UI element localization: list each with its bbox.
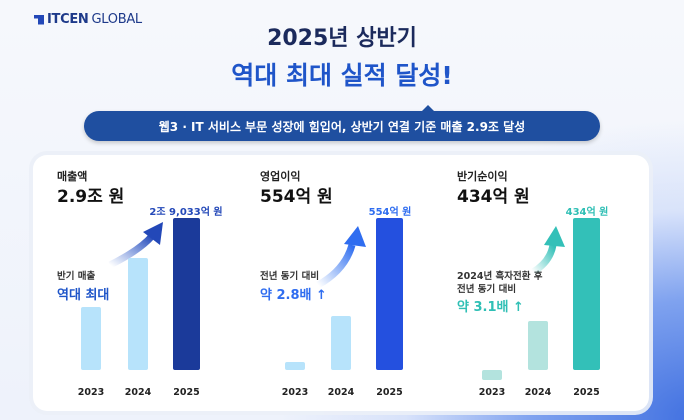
net-income-bar-2023 xyxy=(482,370,502,381)
revenue-bar-2023 xyxy=(81,307,101,370)
revenue-note: 반기 매출 xyxy=(57,271,96,282)
revenue-year-label: 2024 xyxy=(124,387,152,398)
logo-suffix: GLOBAL xyxy=(91,12,143,27)
operating-profit-bar-2025 xyxy=(376,218,403,370)
net-income-highlight: 약 3.1배 ↑ xyxy=(457,300,524,315)
operating-profit-headline: 554억 원 xyxy=(260,187,333,207)
net-income-year-label: 2023 xyxy=(478,387,506,398)
subtitle-banner: 웹3 · IT 서비스 부문 성장에 힘입어, 상반기 연결 기준 매출 2.9… xyxy=(84,105,600,141)
revenue-arrow-icon xyxy=(108,222,163,269)
operating-profit-year-label: 2025 xyxy=(376,387,403,398)
revenue-title: 매출액 xyxy=(57,170,88,183)
operating-arrow-icon xyxy=(316,226,366,289)
revenue-headline: 2.9조 원 xyxy=(57,187,125,207)
revenue-value-label: 2조 9,033억 원 xyxy=(149,207,223,218)
operating-profit-value-label: 554억 원 xyxy=(368,207,412,218)
operating-profit-year-label: 2023 xyxy=(281,387,309,398)
headline-year: 2025년 상반기 xyxy=(267,26,417,51)
operating-profit-bar-2023 xyxy=(285,361,305,370)
net-income-value-label: 434억 원 xyxy=(565,207,609,218)
operating-profit-note: 전년 동기 대비 xyxy=(260,271,320,282)
net-income-title: 반기순이익 xyxy=(457,170,508,183)
revenue-highlight: 역대 최대 xyxy=(57,288,110,303)
net-income-bar-2025 xyxy=(573,218,600,370)
net-income-note2: 전년 동기 대비 xyxy=(457,284,517,295)
operating-profit-year-label: 2024 xyxy=(327,387,355,398)
itcen-global-logo: ITCEN GLOBAL xyxy=(34,12,142,27)
net-income-year-label: 2024 xyxy=(524,387,552,398)
net-income-bar-2024 xyxy=(528,320,548,370)
net-income-year-label: 2025 xyxy=(573,387,600,398)
operating-profit-highlight: 약 2.8배 ↑ xyxy=(260,288,327,303)
net-income-note: 2024년 흑자전환 후 xyxy=(457,271,543,282)
headline-main: 역대 최대 실적 달성! xyxy=(231,61,453,90)
revenue-bar-2025 xyxy=(173,218,200,370)
net-income-headline: 434억 원 xyxy=(457,187,530,207)
revenue-year-label: 2023 xyxy=(77,387,105,398)
logo-brand: ITCEN xyxy=(47,12,89,27)
logo-icon xyxy=(34,14,44,25)
net-income-arrow-icon xyxy=(531,226,565,276)
revenue-bar-2024 xyxy=(128,257,148,370)
operating-profit-title: 영업이익 xyxy=(260,170,301,183)
operating-profit-bar-2024 xyxy=(331,315,351,370)
revenue-year-label: 2025 xyxy=(173,387,200,398)
